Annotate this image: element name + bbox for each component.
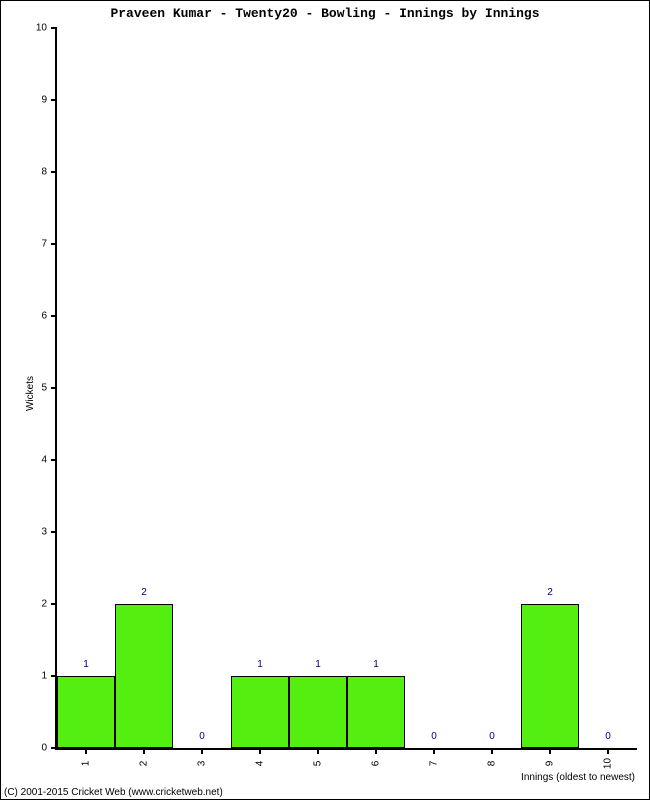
bar-value-label: 1 xyxy=(315,659,321,670)
y-tick-label: 3 xyxy=(41,527,47,538)
bar xyxy=(231,676,289,748)
x-tick xyxy=(317,748,319,754)
y-tick-label: 0 xyxy=(41,743,47,754)
x-tick-label: 6 xyxy=(371,761,382,767)
footer-text: (C) 2001-2015 Cricket Web (www.cricketwe… xyxy=(4,787,223,798)
x-tick-label: 2 xyxy=(139,761,150,767)
x-tick-label: 3 xyxy=(197,761,208,767)
y-tick-label: 5 xyxy=(41,383,47,394)
x-axis-label: Innings (oldest to newest) xyxy=(521,772,635,783)
bar-value-label: 2 xyxy=(141,587,147,598)
y-tick xyxy=(51,459,57,461)
y-axis-label: Wickets xyxy=(25,376,36,411)
x-tick-label: 10 xyxy=(603,758,614,769)
x-tick-label: 5 xyxy=(313,761,324,767)
y-tick xyxy=(51,171,57,173)
x-tick-label: 7 xyxy=(429,761,440,767)
x-tick xyxy=(433,748,435,754)
y-tick-label: 7 xyxy=(41,239,47,250)
plot-area: 012345678910123456789101201110020 xyxy=(55,28,637,750)
bar-value-label: 1 xyxy=(257,659,263,670)
y-tick-label: 6 xyxy=(41,311,47,322)
bar-value-label: 0 xyxy=(605,731,611,742)
bar xyxy=(289,676,347,748)
x-tick xyxy=(549,748,551,754)
y-tick-label: 9 xyxy=(41,95,47,106)
y-tick xyxy=(51,243,57,245)
y-tick xyxy=(51,27,57,29)
bar-value-label: 1 xyxy=(373,659,379,670)
chart-title: Praveen Kumar - Twenty20 - Bowling - Inn… xyxy=(0,6,650,21)
y-tick-label: 1 xyxy=(41,671,47,682)
x-tick xyxy=(143,748,145,754)
bar-value-label: 0 xyxy=(431,731,437,742)
y-tick-label: 4 xyxy=(41,455,47,466)
x-tick xyxy=(85,748,87,754)
bar-value-label: 1 xyxy=(83,659,89,670)
x-tick xyxy=(375,748,377,754)
bar xyxy=(115,604,173,748)
y-tick-label: 8 xyxy=(41,167,47,178)
bar xyxy=(57,676,115,748)
y-tick xyxy=(51,315,57,317)
x-tick xyxy=(607,748,609,754)
x-tick-label: 9 xyxy=(545,761,556,767)
bar xyxy=(347,676,405,748)
bar-value-label: 0 xyxy=(489,731,495,742)
y-tick-label: 10 xyxy=(36,23,47,34)
x-tick xyxy=(259,748,261,754)
x-tick-label: 8 xyxy=(487,761,498,767)
chart-container: Praveen Kumar - Twenty20 - Bowling - Inn… xyxy=(0,0,650,800)
y-tick-label: 2 xyxy=(41,599,47,610)
x-tick-label: 4 xyxy=(255,761,266,767)
x-tick-label: 1 xyxy=(81,761,92,767)
y-tick xyxy=(51,603,57,605)
y-tick xyxy=(51,99,57,101)
bar-value-label: 0 xyxy=(199,731,205,742)
y-tick xyxy=(51,387,57,389)
y-tick xyxy=(51,531,57,533)
x-tick xyxy=(491,748,493,754)
bar-value-label: 2 xyxy=(547,587,553,598)
bar xyxy=(521,604,579,748)
x-tick xyxy=(201,748,203,754)
